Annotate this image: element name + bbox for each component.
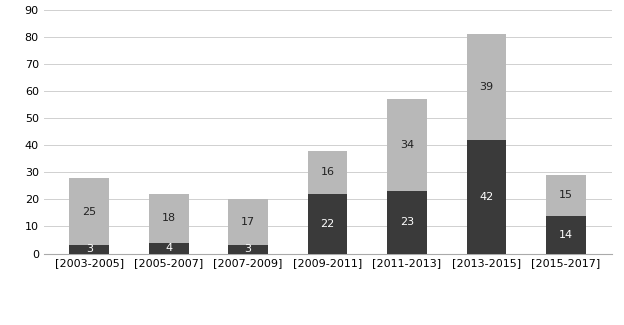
Bar bbox=[387, 99, 427, 191]
Text: 15: 15 bbox=[559, 190, 573, 200]
Text: 3: 3 bbox=[86, 244, 93, 254]
Bar bbox=[467, 34, 506, 140]
Text: 16: 16 bbox=[321, 167, 334, 177]
Bar bbox=[69, 245, 109, 254]
Text: 14: 14 bbox=[559, 229, 573, 240]
Text: 25: 25 bbox=[82, 206, 96, 216]
Text: 22: 22 bbox=[321, 219, 334, 229]
Text: 23: 23 bbox=[400, 217, 414, 227]
Text: 3: 3 bbox=[245, 244, 251, 254]
Bar bbox=[149, 243, 188, 254]
Text: 42: 42 bbox=[479, 192, 494, 202]
Bar bbox=[228, 245, 268, 254]
Bar bbox=[228, 199, 268, 245]
Text: 4: 4 bbox=[165, 243, 172, 253]
Bar bbox=[149, 194, 188, 243]
Bar bbox=[69, 178, 109, 245]
Text: 18: 18 bbox=[162, 213, 176, 223]
Bar bbox=[308, 194, 348, 254]
Bar bbox=[387, 191, 427, 254]
Text: 39: 39 bbox=[479, 82, 494, 92]
Bar bbox=[546, 215, 586, 254]
Text: 34: 34 bbox=[400, 140, 414, 150]
Text: 17: 17 bbox=[241, 217, 255, 227]
Bar bbox=[546, 175, 586, 215]
Bar bbox=[467, 140, 506, 254]
Bar bbox=[308, 150, 348, 194]
